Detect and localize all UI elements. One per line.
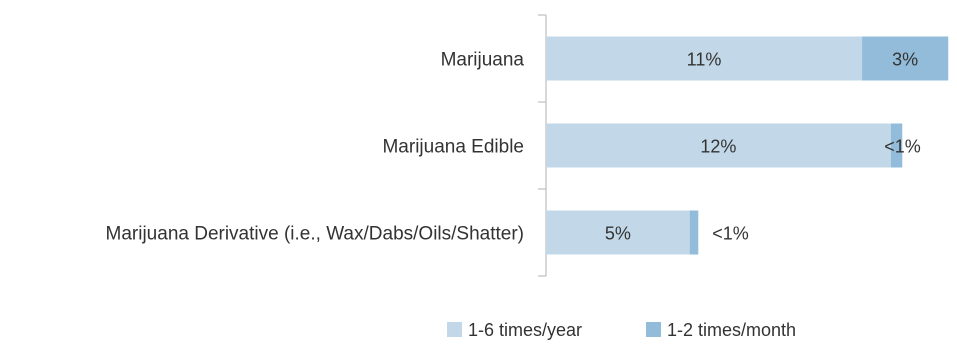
data-label: 5% <box>605 224 631 244</box>
legend-swatch <box>646 322 661 337</box>
legend-label: 1-2 times/month <box>667 320 796 340</box>
legend-swatch <box>447 322 462 337</box>
data-label: 3% <box>892 50 918 70</box>
bar-segment-1-2-times-month <box>890 123 903 168</box>
bar-segment-1-2-times-month <box>689 210 699 255</box>
data-label: 12% <box>700 137 736 157</box>
legend: 1-6 times/year 1-2 times/month <box>447 320 796 340</box>
bar-segment-1-6-times-year <box>546 36 863 81</box>
legend-label: 1-6 times/year <box>468 320 582 340</box>
category-label: Marijuana <box>441 50 525 71</box>
category-label: Marijuana Edible <box>382 137 524 158</box>
data-label: <1% <box>884 137 921 157</box>
category-label: Marijuana Derivative (i.e., Wax/Dabs/Oil… <box>106 224 524 245</box>
bar-segment-1-6-times-year <box>546 123 891 168</box>
bar-segment-1-2-times-month <box>862 36 949 81</box>
bar-segment-1-6-times-year <box>546 210 690 255</box>
data-label: <1% <box>712 224 749 244</box>
category-labels: Marijuana Marijuana Edible Marijuana Deriv… <box>106 50 525 245</box>
plot-area: 11% 3% 12% <1% 5% <1% <box>546 36 949 255</box>
category-axis <box>538 14 547 277</box>
data-label: 11% <box>687 50 722 70</box>
